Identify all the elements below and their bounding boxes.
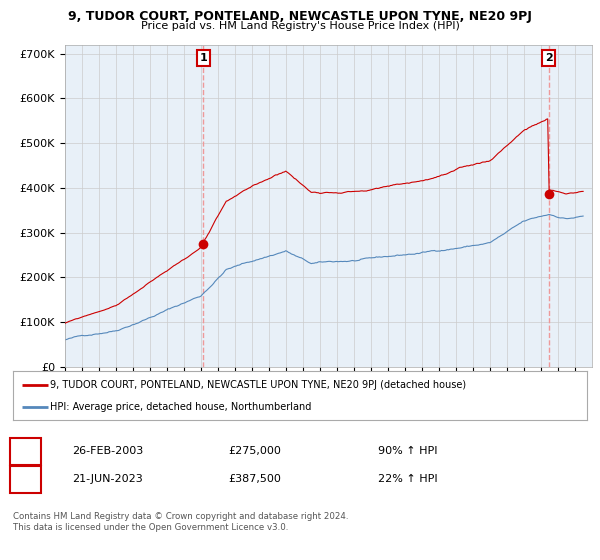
Text: Price paid vs. HM Land Registry's House Price Index (HPI): Price paid vs. HM Land Registry's House …	[140, 21, 460, 31]
Text: 1: 1	[199, 53, 207, 63]
Text: Contains HM Land Registry data © Crown copyright and database right 2024.
This d: Contains HM Land Registry data © Crown c…	[13, 512, 349, 532]
Text: 21-JUN-2023: 21-JUN-2023	[72, 474, 143, 484]
Text: £387,500: £387,500	[228, 474, 281, 484]
Text: 26-FEB-2003: 26-FEB-2003	[72, 446, 143, 456]
Text: 1: 1	[22, 444, 30, 458]
Text: 2: 2	[545, 53, 553, 63]
Text: 9, TUDOR COURT, PONTELAND, NEWCASTLE UPON TYNE, NE20 9PJ (detached house): 9, TUDOR COURT, PONTELAND, NEWCASTLE UPO…	[50, 380, 467, 390]
Text: 2: 2	[22, 472, 30, 486]
Text: 90% ↑ HPI: 90% ↑ HPI	[378, 446, 437, 456]
Text: HPI: Average price, detached house, Northumberland: HPI: Average price, detached house, Nort…	[50, 402, 312, 412]
Text: £275,000: £275,000	[228, 446, 281, 456]
Text: 9, TUDOR COURT, PONTELAND, NEWCASTLE UPON TYNE, NE20 9PJ: 9, TUDOR COURT, PONTELAND, NEWCASTLE UPO…	[68, 10, 532, 23]
Text: 22% ↑ HPI: 22% ↑ HPI	[378, 474, 437, 484]
